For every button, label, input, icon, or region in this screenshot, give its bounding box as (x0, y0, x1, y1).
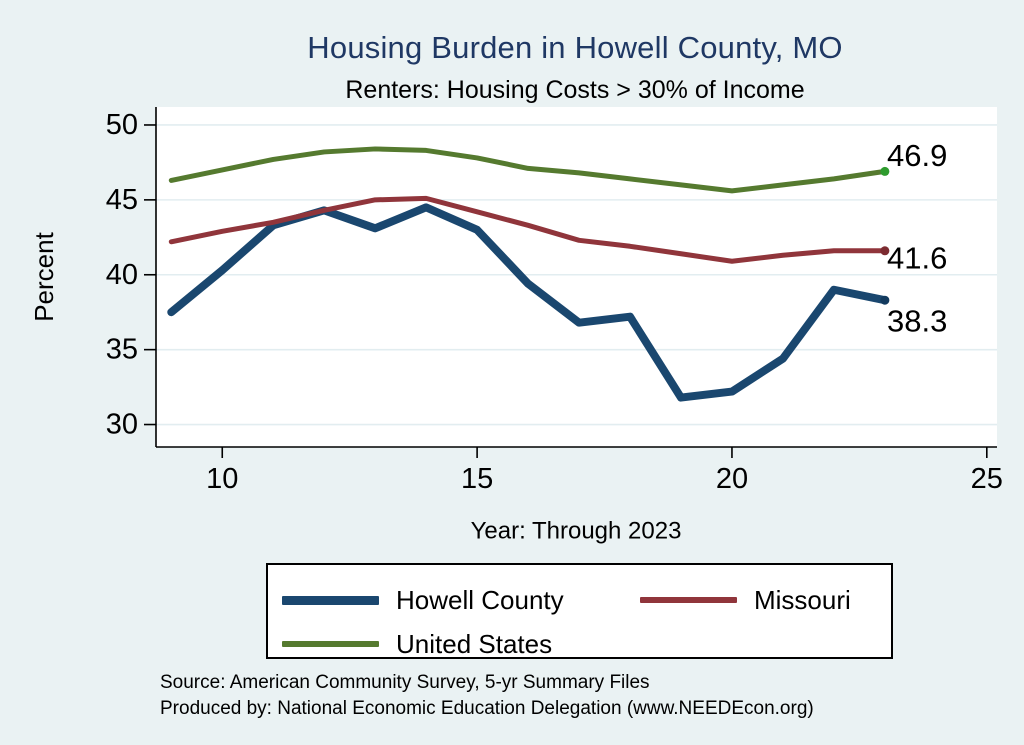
x-tick-label: 25 (971, 463, 1003, 495)
chart-title: Housing Burden in Howell County, MO (307, 30, 843, 65)
x-tick-label: 10 (206, 463, 238, 495)
line-chart: Percent Year: Through 2023 30 35 40 45 50 10 1… (29, 107, 1003, 545)
x-tick-label: 20 (716, 463, 748, 495)
y-tick-label: 30 (106, 409, 138, 441)
series-end-marker-howell-county (880, 295, 890, 305)
legend-item-howell-county: Howell County (282, 585, 564, 615)
series-end-marker-missouri (880, 246, 890, 256)
legend-label-united-states: United States (396, 628, 553, 659)
legend-item-united-states: United States (282, 629, 552, 659)
y-tick-label: 40 (106, 259, 138, 291)
end-value-label-howell-county: 38.3 (887, 304, 947, 339)
united-states-line-swatch (282, 641, 379, 647)
end-value-label-united-states: 46.9 (887, 138, 947, 173)
y-axis-title: Percent (29, 231, 59, 321)
y-tick-label: 50 (106, 109, 138, 141)
legend-label-howell-county: Howell County (396, 584, 564, 615)
howell-county-line-swatch (282, 595, 379, 605)
series-line-united-states (168, 146, 888, 194)
chart-subtitle: Renters: Housing Costs > 30% of Income (345, 76, 805, 104)
series-line-missouri (168, 195, 888, 264)
x-tick-label: 15 (461, 463, 493, 495)
produced-by-line: Produced by: National Economic Education… (160, 698, 814, 719)
end-value-label-missouri: 41.6 (887, 240, 947, 275)
x-axis-title: Year: Through 2023 (471, 518, 682, 545)
y-tick-label: 35 (106, 334, 138, 366)
series-end-marker-united-states (880, 166, 890, 176)
plot-area (156, 107, 997, 447)
source-line: Source: American Community Survey, 5-yr … (160, 672, 650, 693)
legend: Howell County Missouri United States (266, 563, 893, 659)
legend-item-missouri: Missouri (640, 585, 851, 615)
y-tick-label: 45 (106, 184, 138, 216)
legend-label-missouri: Missouri (754, 584, 851, 615)
source-notes: Source: American Community Survey, 5-yr … (160, 670, 814, 722)
missouri-line-swatch (640, 597, 737, 603)
